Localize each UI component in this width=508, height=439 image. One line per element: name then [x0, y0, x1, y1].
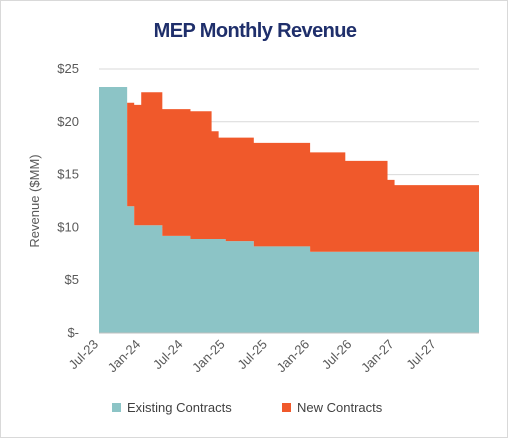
x-axis-ticks: Jul-23 Jan-24 Jul-24 Jan-25 Jul-25 Jan-26 Jul-…	[65, 332, 479, 376]
x-tick-label: Jul-26	[319, 337, 355, 373]
x-tick-label: Jul-27	[403, 337, 439, 373]
series-area-new-contracts	[99, 86, 479, 252]
y-tick-label: $-	[67, 325, 79, 340]
legend: Existing Contracts New Contracts	[112, 400, 383, 415]
x-tick-label: Jul-24	[150, 337, 186, 373]
y-tick-label: $25	[57, 61, 79, 76]
chart-title: MEP Monthly Revenue	[154, 20, 357, 42]
y-axis-label: Revenue ($MM)	[27, 154, 42, 247]
x-tick-label: Jul-23	[65, 337, 101, 373]
y-axis-ticks: $- $5 $10 $15 $20 $25	[57, 61, 79, 340]
legend-swatch-existing-contracts	[112, 403, 121, 412]
legend-swatch-new-contracts	[282, 403, 291, 412]
x-tick-label: Jan-26	[274, 337, 313, 376]
series-area-existing-contracts	[99, 86, 479, 333]
y-tick-label: $20	[57, 114, 79, 129]
y-tick-label: $10	[57, 219, 79, 234]
x-tick-label: Jan-25	[189, 337, 228, 376]
x-tick-label: Jul-25	[234, 337, 270, 373]
x-tick-label: Jan-27	[358, 337, 397, 376]
x-tick-label: Jan-24	[105, 337, 144, 376]
series-areas	[99, 86, 479, 333]
y-tick-label: $15	[57, 167, 79, 182]
y-tick-label: $5	[65, 272, 79, 287]
legend-label: Existing Contracts	[127, 400, 232, 415]
legend-label: New Contracts	[297, 400, 383, 415]
